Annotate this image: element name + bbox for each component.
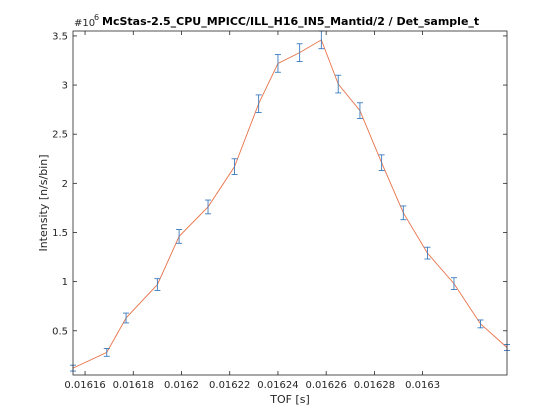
axis-layer: 0.01616 0.01618 0.0162 0.01622 0.01624 0.0162…	[52, 31, 507, 391]
x-tick-label: 0.01622	[209, 380, 250, 391]
error-bar	[274, 54, 281, 73]
y-tick-label: 1.5	[52, 228, 68, 239]
error-bar	[296, 43, 303, 62]
x-tick-label: 0.0162	[164, 380, 199, 391]
y-tick-label: 2.5	[52, 130, 68, 141]
error-bar	[176, 229, 183, 244]
error-bar	[378, 154, 385, 172]
x-tick-label: 0.0163	[405, 380, 440, 391]
y-exponent-base: #10	[74, 18, 95, 29]
error-bar	[255, 94, 262, 114]
plot-frame	[72, 30, 508, 376]
x-axis-label: TOF [s]	[269, 393, 310, 406]
x-tick-label: 0.01626	[305, 380, 346, 391]
error-bar	[154, 278, 161, 291]
error-bar	[400, 205, 407, 221]
y-tick-label: 1	[62, 277, 68, 288]
y-tick-label: 3	[62, 81, 68, 92]
y-exponent-power: 6	[94, 13, 99, 22]
x-tick-label: 0.01616	[64, 380, 105, 391]
chart-title: McStas-2.5_CPU_MPICC/ILL_H16_IN5_Mantid/…	[102, 15, 479, 28]
y-tick-label: 2	[62, 179, 68, 190]
series-layer	[70, 30, 510, 372]
y-tick-label: 3.5	[52, 31, 68, 42]
x-tick-label: 0.01624	[257, 380, 298, 391]
error-bar	[450, 277, 457, 290]
error-bar	[205, 199, 212, 215]
x-tick-label: 0.01628	[354, 380, 395, 391]
error-bar	[123, 312, 130, 324]
x-tick-label: 0.01618	[113, 380, 154, 391]
error-bar	[356, 102, 363, 119]
error-bar	[231, 158, 238, 175]
error-bar	[335, 74, 342, 94]
y-axis-label: Intensity [n/s/bin]	[37, 154, 50, 251]
error-bar	[477, 319, 484, 329]
error-bar	[424, 246, 431, 260]
plot-background	[73, 31, 507, 375]
y-tick-label: 0.5	[52, 326, 68, 337]
error-bar	[103, 348, 110, 357]
